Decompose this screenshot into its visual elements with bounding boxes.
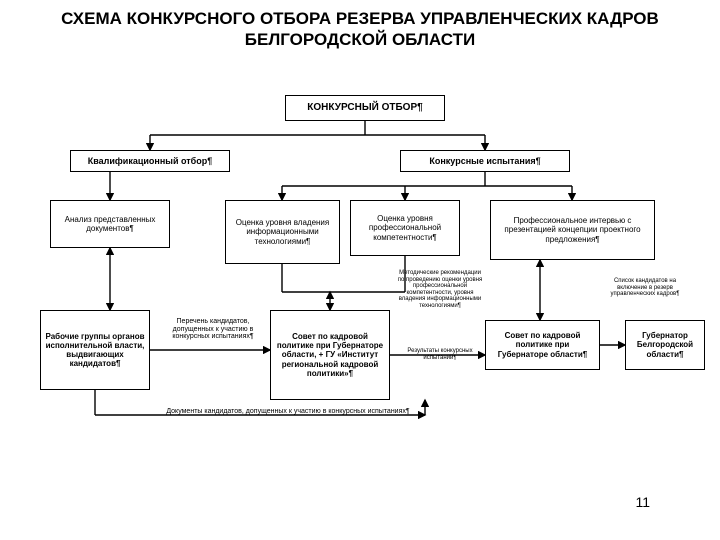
node-tests: Конкурсные испытания¶ xyxy=(400,150,570,172)
node-council2: Совет по кадровой политике при Губернато… xyxy=(485,320,600,370)
label-l3: Результаты конкурсных испытаний¶ xyxy=(400,348,480,361)
page-number: 11 xyxy=(635,494,650,510)
label-l5: Документы кандидатов, допущенных к участ… xyxy=(158,408,418,416)
node-qual: Квалификационный отбор¶ xyxy=(70,150,230,172)
node-workgrp: Рабочие группы органов исполнительной вл… xyxy=(40,310,150,390)
node-itlev: Оценка уровня владения информационными т… xyxy=(225,200,340,264)
label-l2: Методические рекомендации по проведению … xyxy=(395,270,485,310)
node-interv: Профессиональное интервью с презентацией… xyxy=(490,200,655,260)
page-title: СХЕМА КОНКУРСНОГО ОТБОРА РЕЗЕРВА УПРАВЛЕ… xyxy=(0,0,720,55)
arrows-layer xyxy=(0,0,720,540)
diagram-canvas: СХЕМА КОНКУРСНОГО ОТБОРА РЕЗЕРВА УПРАВЛЕ… xyxy=(0,0,720,540)
label-l4: Список кандидатов на включение в резерв … xyxy=(600,278,690,298)
node-governor: Губернатор Белгородской области¶ xyxy=(625,320,705,370)
node-council1: Совет по кадровой политике при Губернато… xyxy=(270,310,390,400)
node-root: КОНКУРСНЫЙ ОТБОР¶ xyxy=(285,95,445,121)
label-l1: Перечень кандидатов, допущенных к участи… xyxy=(158,318,268,341)
node-complev: Оценка уровня профессиональной компетент… xyxy=(350,200,460,256)
node-analysis: Анализ представленных документов¶ xyxy=(50,200,170,248)
